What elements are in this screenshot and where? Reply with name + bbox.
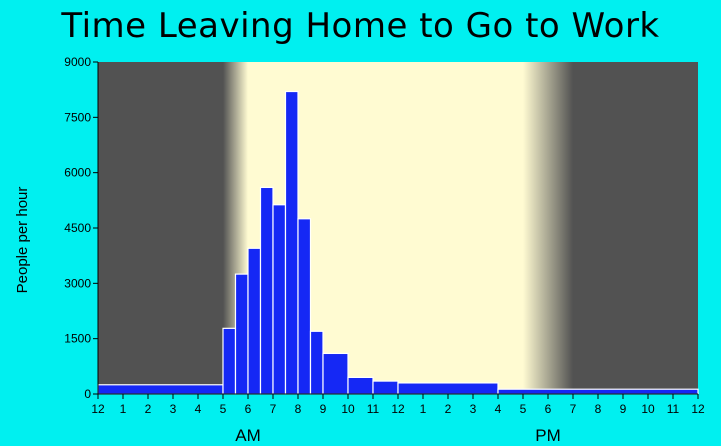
x-tick-label: 11 — [367, 402, 380, 416]
x-tick-label: 1 — [120, 402, 127, 416]
bar-6 — [284, 90, 299, 395]
x-tick-label: 6 — [245, 402, 252, 416]
x-tick-label: 2 — [445, 402, 452, 416]
y-tick-label: 1500 — [64, 332, 91, 346]
pm-label: PM — [535, 426, 561, 445]
x-tick-label: 2 — [145, 402, 152, 416]
x-tick-label: 3 — [170, 402, 177, 416]
x-tick-label: 5 — [220, 402, 227, 416]
x-tick-label: 5 — [520, 402, 527, 416]
night-band-morning — [98, 62, 223, 394]
x-tick-label: 12 — [391, 402, 405, 416]
x-tick-label: 9 — [620, 402, 627, 416]
dusk-band — [523, 62, 573, 394]
bar-13 — [497, 388, 699, 395]
y-axis-label: People per hour — [14, 187, 31, 294]
bar-2 — [234, 273, 249, 395]
x-tick-label: 10 — [341, 402, 355, 416]
x-tick-label: 11 — [667, 402, 680, 416]
night-band-evening — [573, 62, 698, 394]
x-tick-label: 6 — [545, 402, 552, 416]
y-tick-label: 3000 — [64, 276, 91, 290]
x-tick-label: 12 — [691, 402, 705, 416]
x-tick-label: 3 — [470, 402, 477, 416]
x-tick-label: 7 — [270, 402, 277, 416]
bar-5 — [272, 204, 287, 395]
chart-title: Time Leaving Home to Go to Work — [61, 6, 660, 46]
bar-0 — [97, 384, 224, 395]
x-tick-label: 7 — [570, 402, 577, 416]
y-tick-label: 0 — [84, 387, 91, 401]
bar-11 — [372, 380, 399, 395]
bar-10 — [347, 376, 374, 395]
x-tick-label: 4 — [495, 402, 502, 416]
am-label: AM — [235, 426, 261, 445]
bar-1 — [222, 327, 237, 395]
x-tick-label: 12 — [91, 402, 105, 416]
x-tick-label: 4 — [195, 402, 202, 416]
y-tick-label: 4500 — [64, 221, 91, 235]
bar-7 — [297, 218, 312, 395]
bar-8 — [309, 330, 324, 395]
bar-4 — [259, 186, 274, 395]
x-tick-label: 8 — [595, 402, 602, 416]
bar-9 — [322, 352, 349, 395]
y-tick-label: 9000 — [64, 55, 91, 69]
bar-3 — [247, 247, 262, 395]
x-tick-label: 8 — [295, 402, 302, 416]
y-tick-label: 6000 — [64, 166, 91, 180]
x-tick-label: 1 — [420, 402, 427, 416]
x-tick-label: 9 — [320, 402, 327, 416]
bar-12 — [397, 382, 499, 395]
y-tick-label: 7500 — [64, 110, 91, 124]
x-tick-label: 10 — [641, 402, 655, 416]
